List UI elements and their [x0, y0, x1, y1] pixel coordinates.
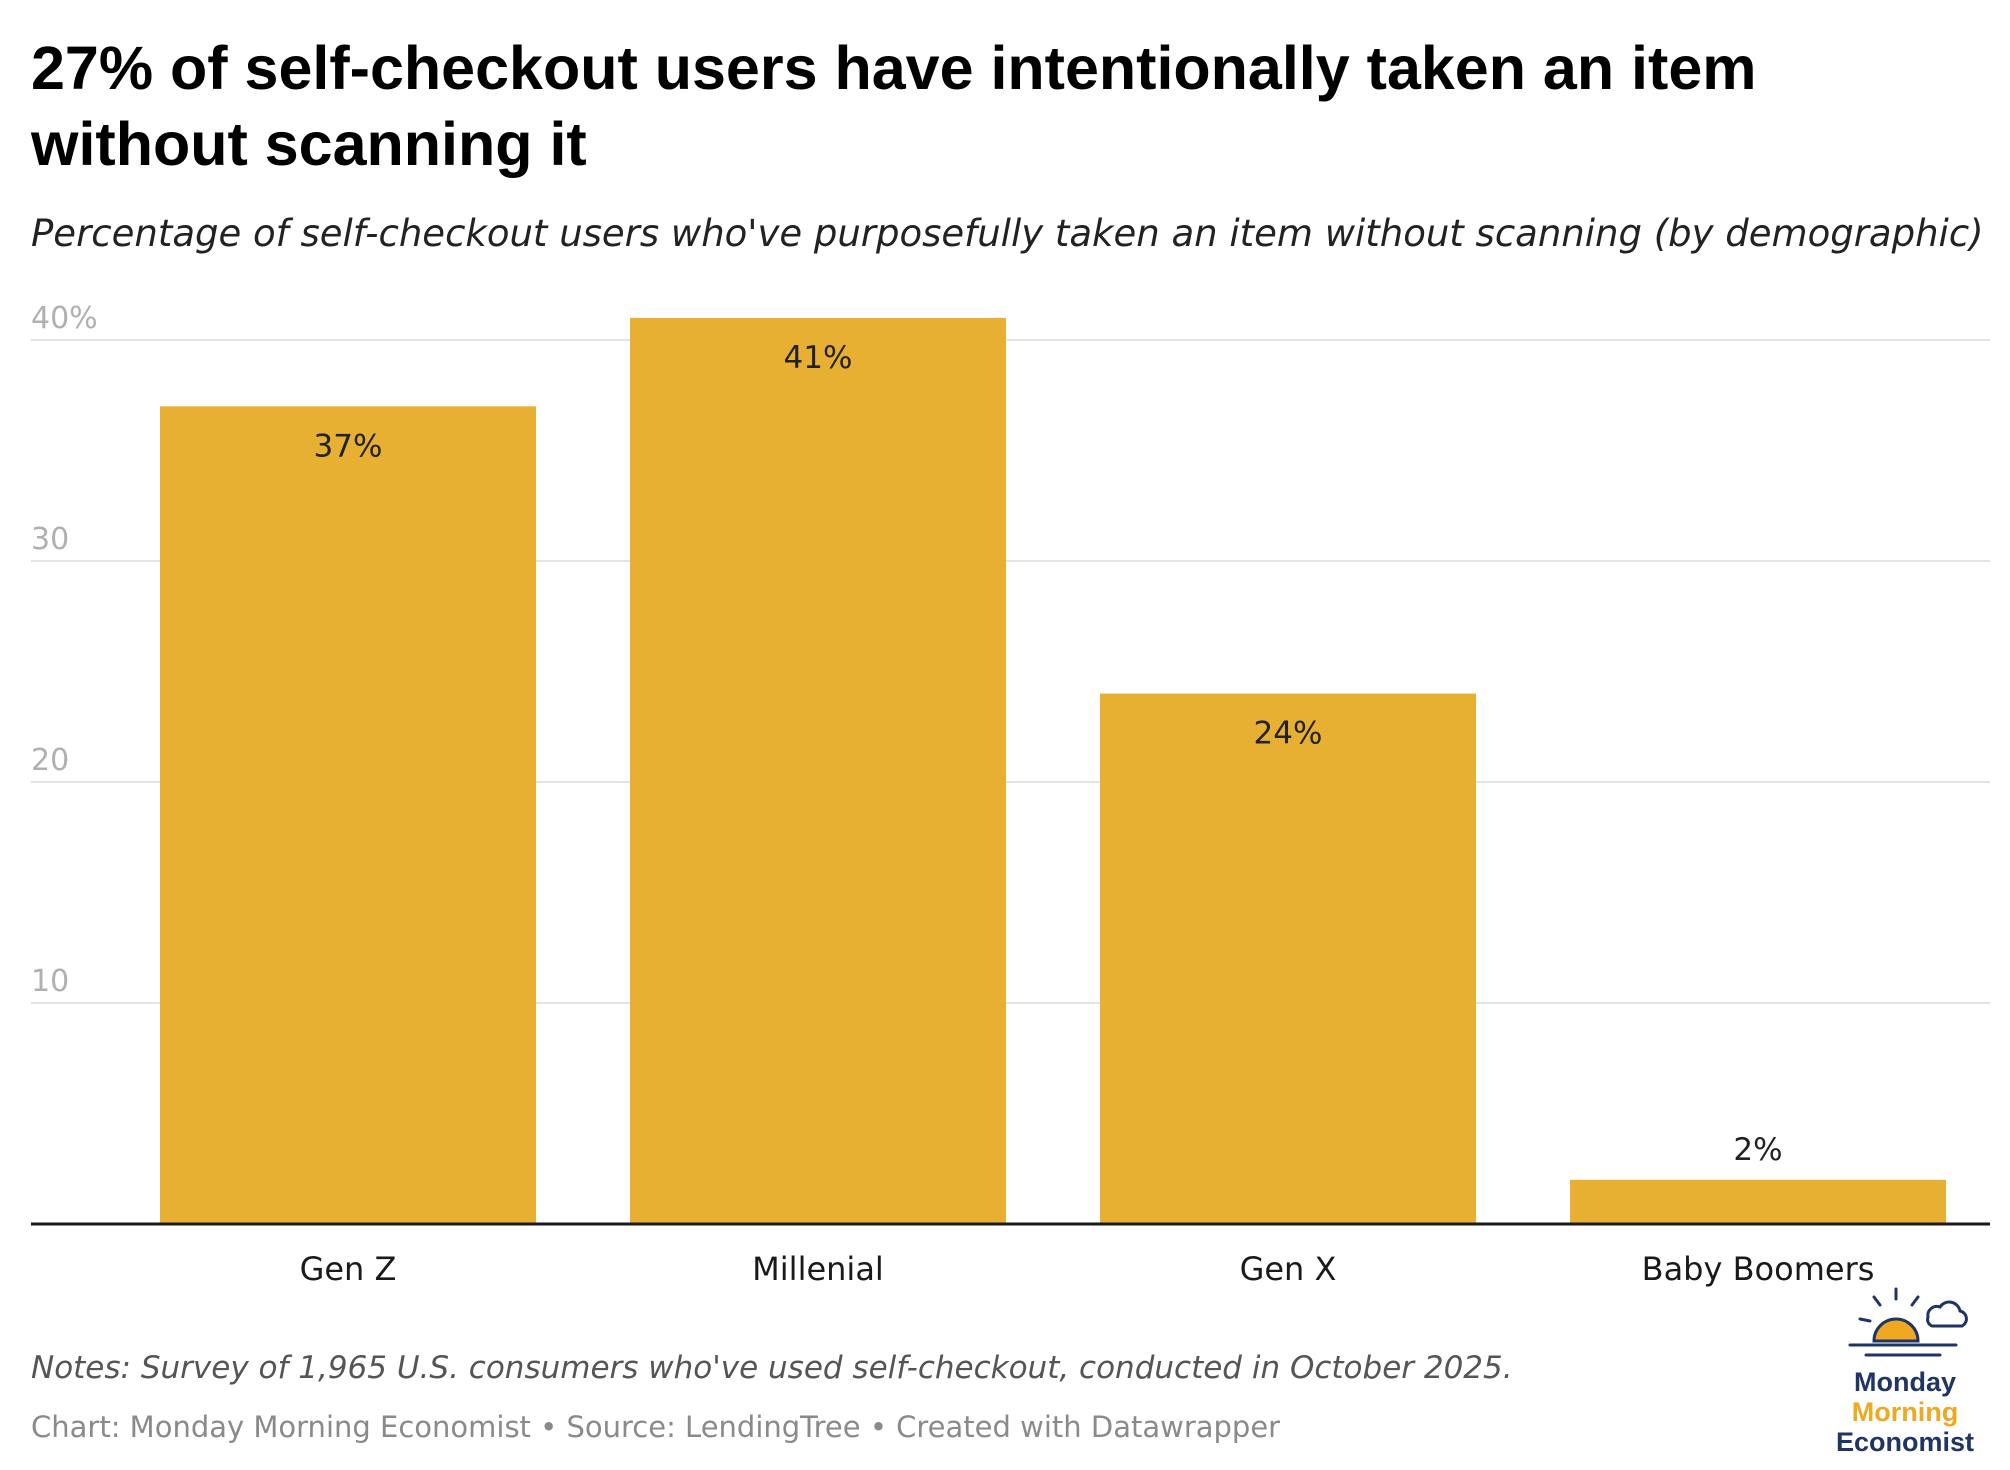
x-axis: Gen Z Millenial Gen X Baby Boomers [31, 1222, 1990, 1288]
bar-baby-boomers [1570, 1179, 1946, 1224]
value-label: 37% [314, 428, 383, 464]
logo-text-morning: Morning [1851, 1397, 1959, 1427]
y-tick-label: 30 [31, 522, 69, 557]
bars [160, 317, 1946, 1224]
chart-credits: Chart: Monday Morning Economist • Source… [31, 1410, 1281, 1444]
chart-notes: Notes: Survey of 1,965 U.S. consumers wh… [31, 1350, 1513, 1386]
x-tick-label: Baby Boomers [1642, 1250, 1875, 1288]
y-tick-label: 40% [31, 301, 98, 336]
gridlines: 10 20 30 40% [31, 301, 1990, 1004]
logo-text-monday: Monday [1853, 1367, 1956, 1397]
value-label: 41% [784, 340, 853, 376]
chart-subtitle: Percentage of self-checkout users who've… [31, 212, 1984, 255]
logo-text-economist: Economist [1835, 1427, 1975, 1457]
y-tick-label: 20 [31, 743, 69, 778]
y-tick-label: 10 [31, 964, 69, 999]
x-tick-label: Gen Z [300, 1250, 397, 1288]
value-label: 24% [1254, 716, 1323, 752]
bar-millenial [630, 317, 1006, 1224]
chart-title: 27% of self-checkout users have intentio… [31, 34, 1757, 178]
x-tick-label: Millenial [752, 1250, 884, 1288]
monday-morning-economist-logo: Monday Morning Economist [1830, 1285, 1980, 1465]
x-tick-label: Gen X [1240, 1250, 1337, 1288]
value-labels: 37% 41% 24% 2% [314, 340, 1783, 1168]
bar-gen-z [160, 406, 536, 1224]
value-label: 2% [1733, 1132, 1782, 1168]
sunrise-icon [1848, 1287, 1968, 1357]
bar-gen-x [1100, 693, 1476, 1224]
